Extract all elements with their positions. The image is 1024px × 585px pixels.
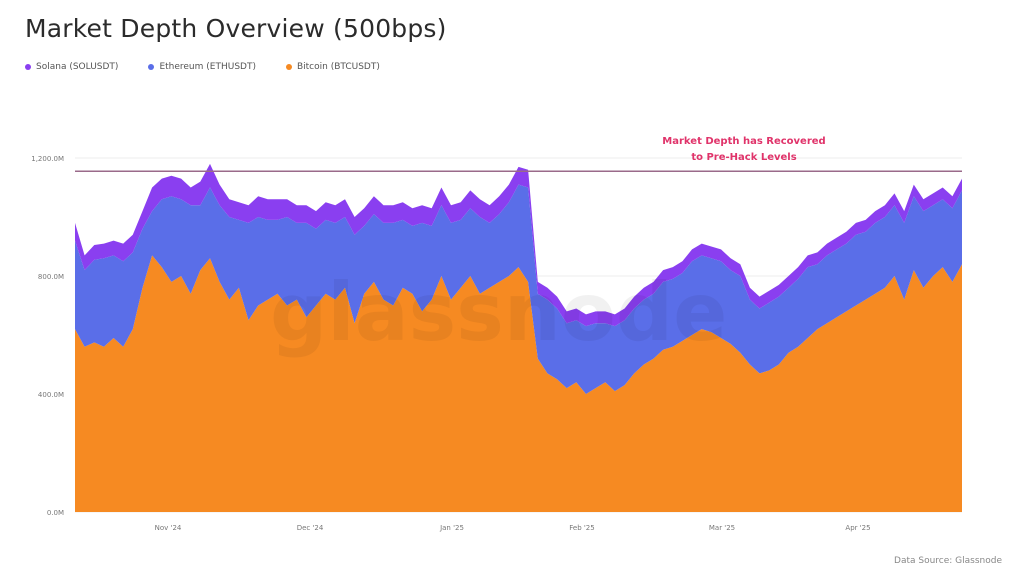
legend-label: Solana (SOLUSDT): [36, 62, 119, 72]
y-axis: 0.0M 400.0M 800.0M 1,200.0M: [31, 155, 64, 517]
x-axis: Nov '24 Dec '24 Jan '25 Feb '25 Mar '25 Apr '…: [155, 524, 871, 532]
watermark: glassnode: [270, 266, 727, 359]
legend-item-solana[interactable]: Solana (SOLUSDT): [25, 62, 118, 72]
x-tick-label: Dec '24: [297, 524, 324, 532]
legend-dot-icon: [148, 64, 155, 70]
legend-label: Ethereum (ETHUSDT): [159, 62, 256, 72]
legend-dot-icon: [25, 64, 31, 70]
area-bitcoin: [75, 255, 962, 512]
stacked-areas: [75, 163, 962, 512]
x-tick-label: Mar '25: [709, 524, 735, 532]
legend-item-ethereum[interactable]: Ethereum (ETHUSDT): [148, 62, 256, 72]
area-solana: [75, 163, 962, 327]
x-tick-label: Nov '24: [155, 524, 182, 532]
y-tick-label: 1,200.0M: [31, 155, 64, 163]
x-tick-label: Jan '25: [439, 524, 464, 532]
y-tick-label: 400.0M: [38, 391, 64, 399]
x-tick-label: Feb '25: [569, 524, 594, 532]
y-tick-label: 800.0M: [38, 273, 64, 281]
legend-dot-icon: [285, 64, 292, 70]
annotation-line2: to Pre-Hack Levels: [691, 152, 796, 163]
area-ethereum: [75, 184, 962, 394]
legend: Solana (SOLUSDT) Ethereum (ETHUSDT) Bitc…: [25, 62, 380, 72]
chart-title: Market Depth Overview (500bps): [25, 14, 447, 43]
data-source: Data Source: Glassnode: [894, 556, 1002, 566]
annotation-line1: Market Depth has Recovered: [662, 136, 825, 147]
x-tick-label: Apr '25: [845, 524, 870, 532]
legend-item-bitcoin[interactable]: Bitcoin (BTCUSDT): [285, 62, 380, 72]
y-tick-label: 0.0M: [47, 509, 64, 517]
legend-label: Bitcoin (BTCUSDT): [296, 62, 380, 72]
